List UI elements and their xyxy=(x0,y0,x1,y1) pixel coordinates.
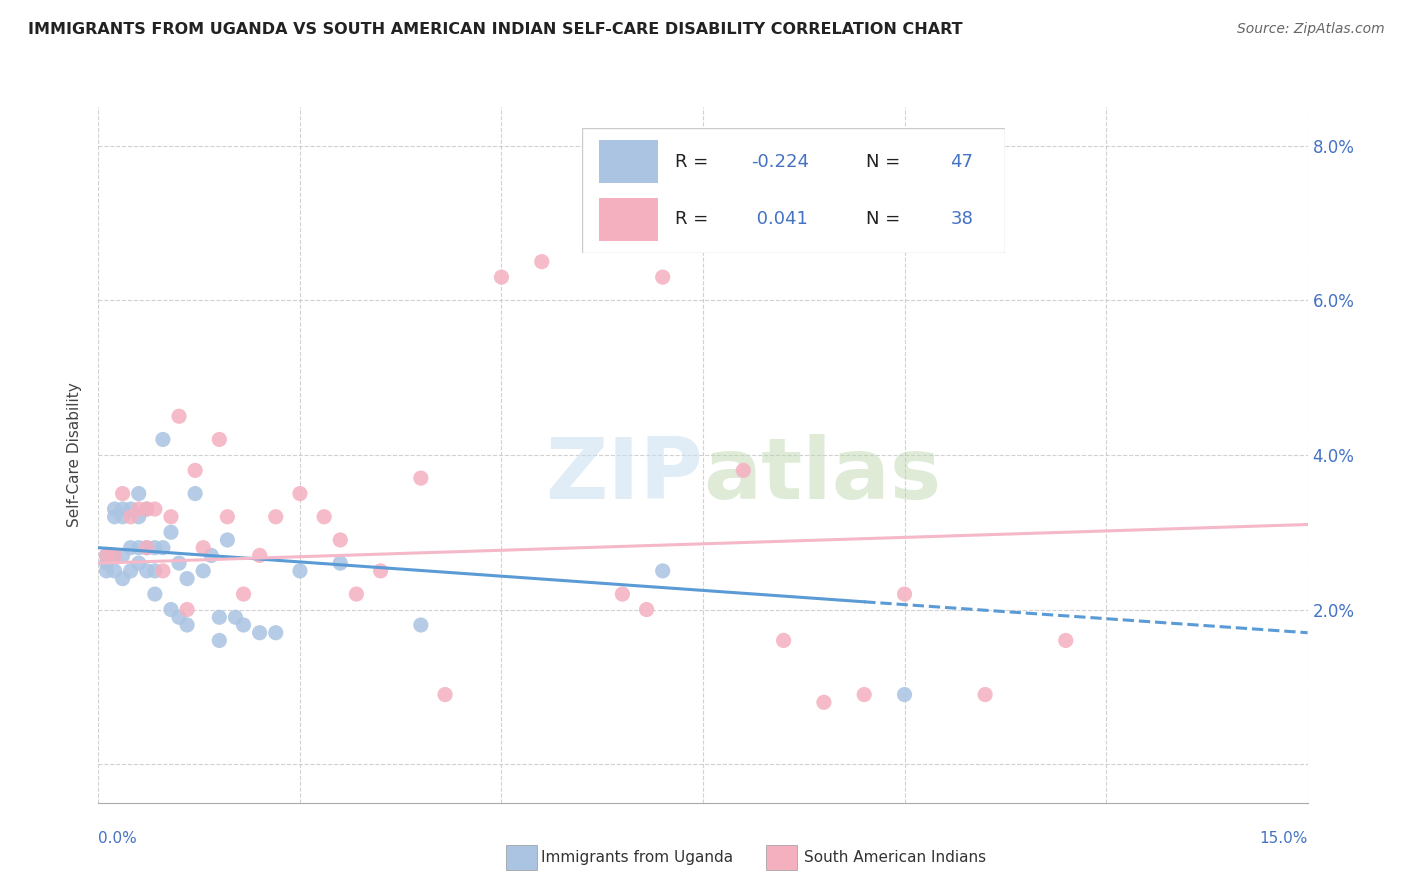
Point xyxy=(224,610,246,624)
Point xyxy=(409,618,432,632)
Point xyxy=(120,541,142,555)
Point xyxy=(232,618,254,632)
Text: 15.0%: 15.0% xyxy=(1260,831,1308,847)
Point xyxy=(128,502,150,516)
Point xyxy=(249,625,271,640)
Point xyxy=(176,572,198,586)
Point xyxy=(167,556,190,570)
Point xyxy=(128,486,150,500)
Point xyxy=(103,502,125,516)
Text: atlas: atlas xyxy=(703,434,941,517)
Point xyxy=(217,533,239,547)
Point xyxy=(135,502,157,516)
Point xyxy=(103,509,125,524)
Point xyxy=(167,409,190,424)
Point xyxy=(530,254,553,268)
Point xyxy=(893,688,915,702)
Y-axis label: Self-Care Disability: Self-Care Disability xyxy=(67,383,83,527)
Point xyxy=(264,509,287,524)
Point xyxy=(288,486,311,500)
Point xyxy=(103,549,125,563)
Point xyxy=(103,549,125,563)
Point xyxy=(491,270,513,285)
Point xyxy=(135,564,157,578)
Point xyxy=(344,587,367,601)
Point xyxy=(733,463,755,477)
Point xyxy=(96,549,118,563)
Point xyxy=(135,502,157,516)
Point xyxy=(120,509,142,524)
Point xyxy=(208,633,231,648)
Point xyxy=(893,587,915,601)
Point xyxy=(193,541,215,555)
Point xyxy=(135,541,157,555)
Text: Immigrants from Uganda: Immigrants from Uganda xyxy=(541,850,734,864)
Point xyxy=(217,509,239,524)
Text: South American Indians: South American Indians xyxy=(804,850,987,864)
Point xyxy=(128,556,150,570)
Point xyxy=(329,556,352,570)
Point xyxy=(184,486,207,500)
Point xyxy=(200,549,222,563)
Point xyxy=(167,610,190,624)
Point xyxy=(176,618,198,632)
Point xyxy=(96,556,118,570)
Point xyxy=(143,587,166,601)
Point xyxy=(208,433,231,447)
Point xyxy=(152,433,174,447)
Point xyxy=(96,564,118,578)
Point xyxy=(249,549,271,563)
Point xyxy=(314,509,336,524)
Point xyxy=(651,270,673,285)
Point xyxy=(329,533,352,547)
Point xyxy=(434,688,457,702)
Point xyxy=(103,564,125,578)
Point xyxy=(152,564,174,578)
Point xyxy=(96,549,118,563)
Point xyxy=(111,572,134,586)
Point xyxy=(160,509,183,524)
Text: Source: ZipAtlas.com: Source: ZipAtlas.com xyxy=(1237,22,1385,37)
Point xyxy=(120,502,142,516)
Point xyxy=(636,602,658,616)
Point xyxy=(1054,633,1077,648)
Point xyxy=(184,463,207,477)
Point xyxy=(409,471,432,485)
Point xyxy=(160,602,183,616)
Point xyxy=(974,688,997,702)
Point xyxy=(143,541,166,555)
Point xyxy=(152,541,174,555)
Point xyxy=(264,625,287,640)
Point xyxy=(120,564,142,578)
Point xyxy=(193,564,215,578)
Point xyxy=(370,564,392,578)
Point xyxy=(160,525,183,540)
Text: ZIP: ZIP xyxy=(546,434,703,517)
Point xyxy=(772,633,794,648)
Point xyxy=(288,564,311,578)
Point xyxy=(813,695,835,709)
Point xyxy=(232,587,254,601)
Point xyxy=(111,486,134,500)
Point xyxy=(853,688,876,702)
Point xyxy=(143,502,166,516)
Point xyxy=(111,549,134,563)
Point xyxy=(143,564,166,578)
Point xyxy=(208,610,231,624)
Point xyxy=(128,541,150,555)
Point xyxy=(612,587,634,601)
Point xyxy=(111,502,134,516)
Point xyxy=(135,541,157,555)
Text: 0.0%: 0.0% xyxy=(98,831,138,847)
Point xyxy=(651,564,673,578)
Point xyxy=(128,509,150,524)
Point xyxy=(176,602,198,616)
Text: IMMIGRANTS FROM UGANDA VS SOUTH AMERICAN INDIAN SELF-CARE DISABILITY CORRELATION: IMMIGRANTS FROM UGANDA VS SOUTH AMERICAN… xyxy=(28,22,963,37)
Point xyxy=(111,509,134,524)
